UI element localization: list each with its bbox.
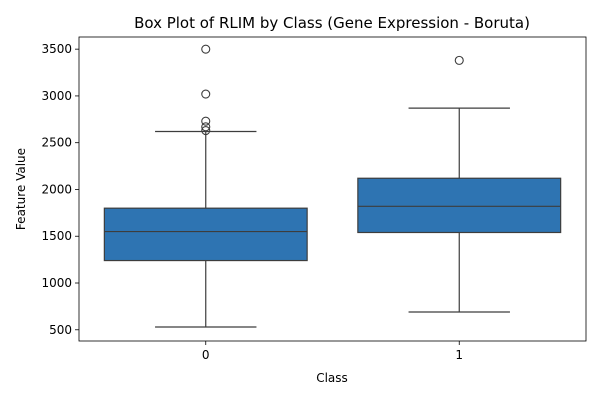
outlier-point — [201, 122, 211, 132]
y-tick-label: 1500 — [41, 229, 72, 243]
iqr-box — [357, 177, 562, 234]
y-tick-label: 3500 — [41, 42, 72, 56]
plot-area — [103, 44, 562, 328]
chart-title: Box Plot of RLIM by Class (Gene Expressi… — [134, 14, 530, 32]
x-tick-label: 0 — [202, 348, 210, 362]
y-tick-label: 3000 — [41, 89, 72, 103]
outlier-point — [201, 125, 211, 136]
outlier-point — [201, 44, 211, 54]
x-tick-label: 1 — [455, 348, 463, 362]
outlier-point — [201, 89, 211, 99]
x-axis-label: Class — [316, 371, 348, 385]
outlier-point — [201, 116, 211, 126]
y-tick-label: 2000 — [41, 182, 72, 196]
y-tick-label: 500 — [49, 323, 72, 337]
y-tick-label: 2500 — [41, 136, 72, 150]
outlier-point — [454, 55, 464, 65]
y-tick-label: 1000 — [41, 276, 72, 290]
iqr-box — [103, 207, 308, 262]
y-axis-label: Feature Value — [14, 148, 28, 230]
plot-frame — [78, 36, 587, 342]
